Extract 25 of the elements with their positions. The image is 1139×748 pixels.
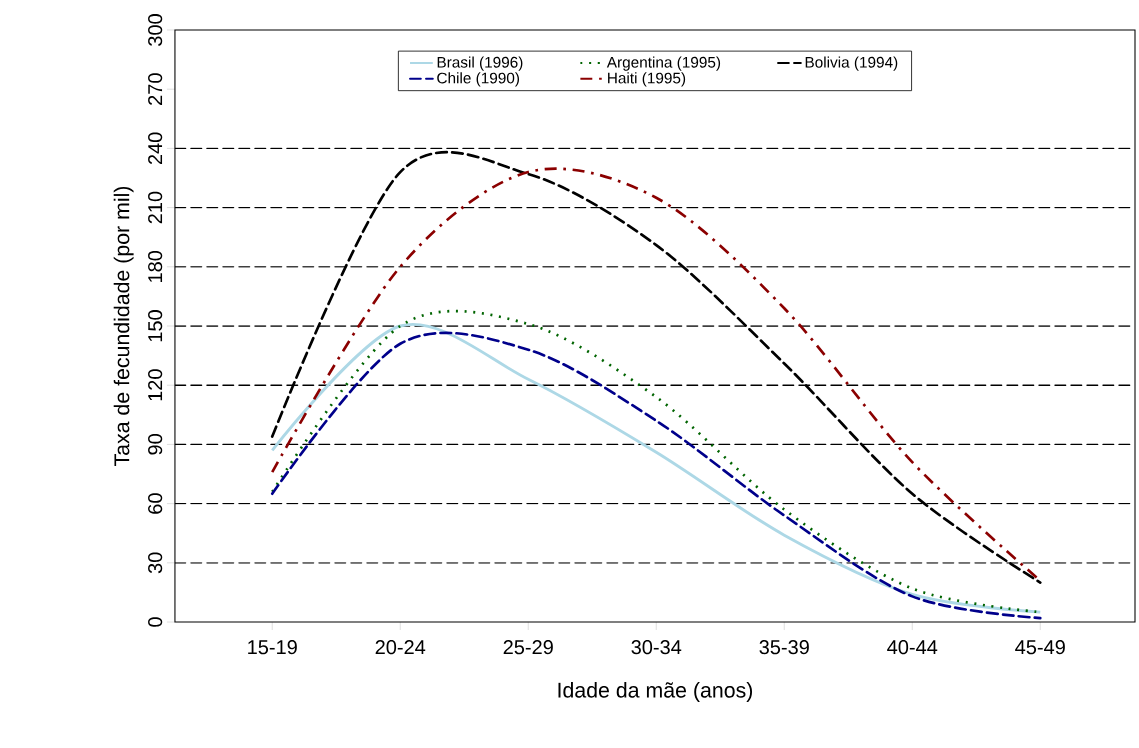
x-tick-label: 45-49 bbox=[1015, 640, 1065, 655]
y-tick-label: 150 bbox=[148, 310, 163, 342]
y-tick-label: 90 bbox=[148, 434, 163, 455]
y-axis-title: Taxa de fecundidade (por mil) bbox=[113, 186, 134, 467]
legend-label: Bolivia (1994) bbox=[805, 56, 898, 71]
x-tick-label: 20-24 bbox=[375, 640, 426, 655]
x-tick-label: 30-34 bbox=[631, 640, 682, 655]
x-tick-label: 40-44 bbox=[887, 640, 938, 655]
x-tick-label: 25-29 bbox=[503, 640, 553, 655]
y-tick-label: 210 bbox=[148, 191, 163, 224]
legend-label: Haiti (1995) bbox=[608, 72, 686, 87]
y-tick-label: 270 bbox=[148, 73, 163, 105]
x-axis-title: Idade da mãe (anos) bbox=[558, 682, 753, 702]
y-tick-label: 0 bbox=[148, 617, 163, 627]
x-tick-label: 15-19 bbox=[248, 640, 297, 655]
y-tick-label: 180 bbox=[148, 250, 163, 282]
legend-label: Chile (1990) bbox=[437, 72, 520, 87]
legend-label: Brasil (1996) bbox=[437, 56, 523, 71]
y-tick-label: 30 bbox=[148, 552, 163, 574]
y-tick-label: 240 bbox=[148, 132, 163, 165]
legend-label: Argentina (1995) bbox=[606, 56, 721, 71]
y-tick-label: 60 bbox=[148, 493, 163, 514]
y-tick-label: 300 bbox=[148, 14, 163, 46]
x-tick-label: 35-39 bbox=[759, 640, 809, 655]
y-tick-label: 120 bbox=[148, 369, 163, 401]
